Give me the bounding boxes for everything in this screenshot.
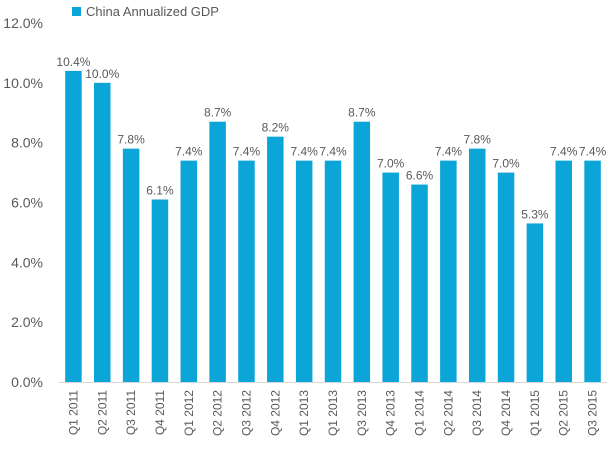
bar-data-label: 5.3% (521, 207, 549, 221)
bar (411, 184, 428, 382)
bar (238, 160, 255, 382)
bar-data-label: 7.0% (492, 157, 520, 171)
x-tick-label: Q2 2012 (211, 390, 225, 436)
bar-data-labels: 10.4%10.0%7.8%6.1%7.4%8.7%7.4%8.2%7.4% 7.… (56, 55, 606, 222)
x-axis-ticks: Q1 2011 Q2 2011 Q3 2011 Q4 2011 Q1 2012 Q2 20… (66, 390, 599, 436)
bar (295, 160, 313, 382)
bar-data-label: 7.4% (579, 145, 607, 159)
bar-data-label: 7.4% (233, 145, 261, 159)
x-tick-label: Q4 2011 (153, 390, 167, 435)
bar (497, 172, 515, 382)
bar-data-label: 7.0% (377, 157, 405, 171)
x-tick-label: Q3 2011 (124, 390, 138, 435)
x-tick-label: Q1 2013 (326, 390, 340, 436)
y-tick-label: 6.0% (11, 195, 43, 211)
bar (324, 160, 342, 382)
bar (151, 199, 169, 382)
bar-data-label: 7.8% (117, 133, 145, 147)
bar (209, 121, 226, 382)
x-tick-label: Q2 2011 (95, 390, 109, 435)
x-tick-label: Q2 2014 (441, 390, 455, 436)
y-tick-label: 10.0% (3, 75, 43, 91)
x-tick-label: Q4 2012 (268, 390, 282, 436)
bar (468, 148, 486, 382)
x-tick-label: Q1 2014 (413, 390, 427, 436)
x-tick-label: Q1 2011 (66, 390, 80, 435)
x-tick-label: Q1 2015 (528, 390, 542, 436)
x-tick-label: Q4 2014 (499, 390, 513, 436)
bar-data-label: 10.4% (56, 55, 90, 69)
bar (267, 136, 284, 382)
bar-data-label: 8.7% (348, 106, 376, 120)
bar (353, 121, 371, 382)
x-tick-label: Q1 2012 (182, 390, 196, 436)
bar (382, 172, 399, 382)
bar (122, 148, 140, 382)
bar-data-label: 6.1% (146, 184, 174, 198)
bar-data-label: 7.8% (464, 133, 492, 147)
bar-data-label: 6.6% (406, 169, 434, 183)
bar (180, 160, 198, 382)
bar-data-label: 7.4% (175, 145, 203, 159)
y-tick-label: 2.0% (11, 314, 43, 330)
bars (65, 70, 601, 383)
y-tick-label: 12.0% (3, 15, 43, 31)
x-tick-label: Q3 2012 (239, 390, 253, 436)
x-tick-label: Q1 2013 (297, 390, 311, 436)
y-axis-ticks: 0.0% 2.0% 4.0% 6.0% 8.0% 10.0% 12.0% (3, 15, 43, 390)
bar-data-label: 8.7% (204, 106, 232, 120)
bar-data-label: 7.4% (319, 145, 347, 159)
bar (440, 160, 457, 382)
y-tick-label: 4.0% (11, 254, 43, 270)
legend-label: China Annualized GDP (86, 4, 219, 19)
bar (65, 70, 82, 383)
x-tick-label: Q3 2015 (586, 390, 600, 436)
bar-data-label: 7.4% (290, 145, 318, 159)
bar-data-label: 10.0% (85, 67, 119, 81)
legend-swatch-icon (72, 7, 81, 16)
x-tick-label: Q2 2015 (557, 390, 571, 436)
y-tick-label: 8.0% (11, 135, 43, 151)
bar (94, 82, 111, 382)
legend: China Annualized GDP (72, 4, 219, 19)
bar-data-label: 7.4% (550, 145, 578, 159)
bar (584, 160, 601, 382)
bar-data-label: 7.4% (435, 145, 463, 159)
x-tick-label: Q3 2014 (470, 390, 484, 436)
bar (526, 223, 544, 382)
x-tick-label: Q4 2013 (384, 390, 398, 436)
y-tick-label: 0.0% (11, 374, 43, 390)
bar (555, 160, 572, 382)
x-tick-label: Q3 2013 (355, 390, 369, 436)
bar-data-label: 8.2% (262, 121, 290, 135)
